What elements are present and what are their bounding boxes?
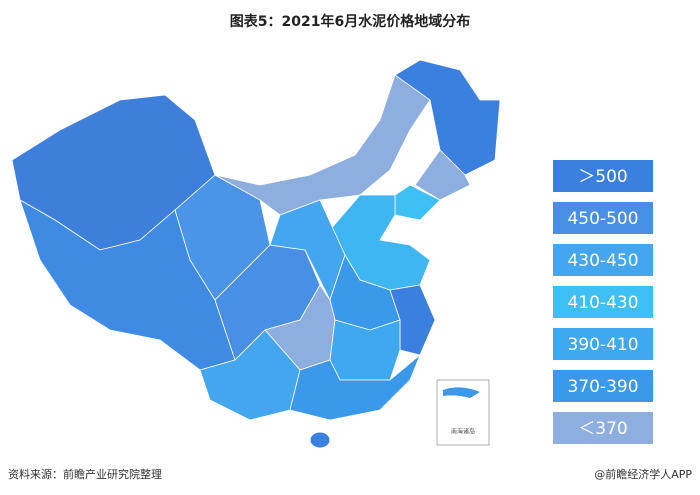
legend-swatch [553,202,653,234]
inset-label: 南海诸岛 [451,428,475,436]
legend: ＞500 450-500 430-450 410-430 390-410 370-390 ＜… [553,160,653,444]
region [289,354,421,421]
region [394,59,501,176]
source: 资料来源：前瞻产业研究院整理 [8,467,162,481]
legend-label: ＜370 [578,419,627,439]
legend-swatch [553,328,653,360]
legend-label: 410-430 [567,293,638,313]
region [214,64,431,216]
legend-swatch [553,412,653,444]
inset-shape [443,387,480,398]
inset: 南海诸岛 [436,379,490,446]
legend-label: 430-450 [567,251,638,271]
legend-swatch [553,370,653,402]
title: 图表5：2021年6月水泥价格地域分布 [230,13,470,30]
legend-label: 450-500 [567,209,638,229]
region [414,149,471,201]
region [309,431,331,449]
region [329,319,401,381]
legend-label: 390-410 [567,335,638,355]
legend-swatch [553,160,653,192]
region [199,329,301,421]
legend-label: 370-390 [567,377,638,397]
china-map [11,59,501,449]
legend-label: ＞500 [578,167,627,187]
legend-swatch [553,244,653,276]
legend-swatch [553,286,653,318]
region [394,184,441,221]
brand: @前瞻经济学人APP [594,467,692,481]
